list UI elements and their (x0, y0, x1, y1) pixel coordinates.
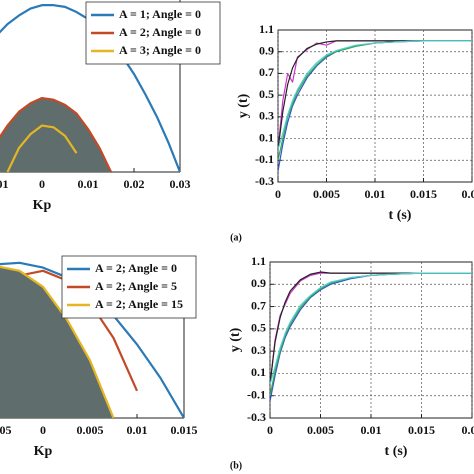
caption: (a) (230, 232, 242, 243)
legend-label: A = 1; Angle = 0 (119, 7, 201, 21)
x-axis-label: Kp (34, 444, 53, 459)
y-tick-label: 0.5 (259, 87, 274, 101)
x-tick-label: 0.02 (124, 177, 145, 191)
legend-label: A = 2; Angle = 5 (95, 279, 177, 293)
y-tick-label: -0.3 (247, 410, 266, 424)
y-tick-label: 0.9 (251, 276, 266, 290)
y-tick-label: -0.3 (255, 174, 274, 188)
y-tick-label: 0.7 (251, 298, 266, 312)
x-tick-label: 0.01 (78, 177, 99, 191)
caption: (b) (230, 460, 242, 471)
y-tick-label: -0.1 (247, 387, 266, 401)
x-tick-label: 0.005 (307, 423, 334, 437)
x-axis-label: t (s) (389, 208, 412, 223)
y-tick-label: 1.1 (259, 22, 274, 36)
series-line (278, 40, 472, 150)
shaded-area (0, 98, 111, 172)
plot-area (270, 271, 472, 402)
x-tick-label: 0.005 (77, 423, 104, 437)
legend-label: A = 3; Angle = 0 (119, 43, 201, 57)
legend-box (85, 1, 221, 65)
x-tick-label: 0 (275, 187, 281, 201)
legend-label: A = 2; Angle = 0 (119, 25, 201, 39)
x-tick-label: 0.015 (171, 423, 198, 437)
y-tick-label: 0.9 (259, 43, 274, 57)
x-tick-label: 0.005 (313, 187, 340, 201)
x-tick-label: 0.02 (462, 423, 474, 437)
y-tick-label: 0.3 (259, 109, 274, 123)
x-tick-label: 0 (40, 423, 46, 437)
legend-label: A = 2; Angle = 15 (95, 297, 183, 311)
y-tick-label: 0.1 (259, 130, 274, 144)
y-axis-label: y (t) (236, 93, 251, 118)
x-tick-label: -0.005 (0, 423, 12, 437)
series-line (0, 265, 115, 418)
plot-area (278, 40, 472, 172)
series-line (270, 271, 472, 385)
x-tick-label: 0.01 (365, 187, 386, 201)
x-axis-label: Kp (33, 198, 52, 213)
x-tick-label: 0 (39, 177, 45, 191)
x-tick-label: 0.01 (127, 423, 148, 437)
y-axis-label: y (t) (228, 327, 243, 352)
series-line (6, 124, 78, 172)
y-tick-label: 0.3 (251, 343, 266, 357)
y-tick-label: 0.7 (259, 65, 274, 79)
x-tick-label: 0.015 (408, 423, 435, 437)
x-tick-label: 0 (267, 423, 273, 437)
x-tick-label: 0.03 (170, 177, 191, 191)
y-tick-label: 0.1 (251, 365, 266, 379)
x-tick-label: 0.02 (462, 187, 474, 201)
y-tick-label: 1.1 (251, 254, 266, 268)
shaded-area (0, 266, 114, 418)
series-line (0, 96, 112, 172)
legend-label: A = 2; Angle = 0 (95, 261, 177, 275)
series-line (270, 272, 472, 385)
x-tick-label: -0.01 (0, 177, 9, 191)
series-line (278, 40, 472, 150)
x-axis-label: t (s) (385, 444, 408, 459)
x-tick-label: 0.015 (410, 187, 437, 201)
x-tick-label: 0.01 (361, 423, 382, 437)
y-tick-label: -0.1 (255, 152, 274, 166)
y-tick-label: 0.5 (251, 321, 266, 335)
